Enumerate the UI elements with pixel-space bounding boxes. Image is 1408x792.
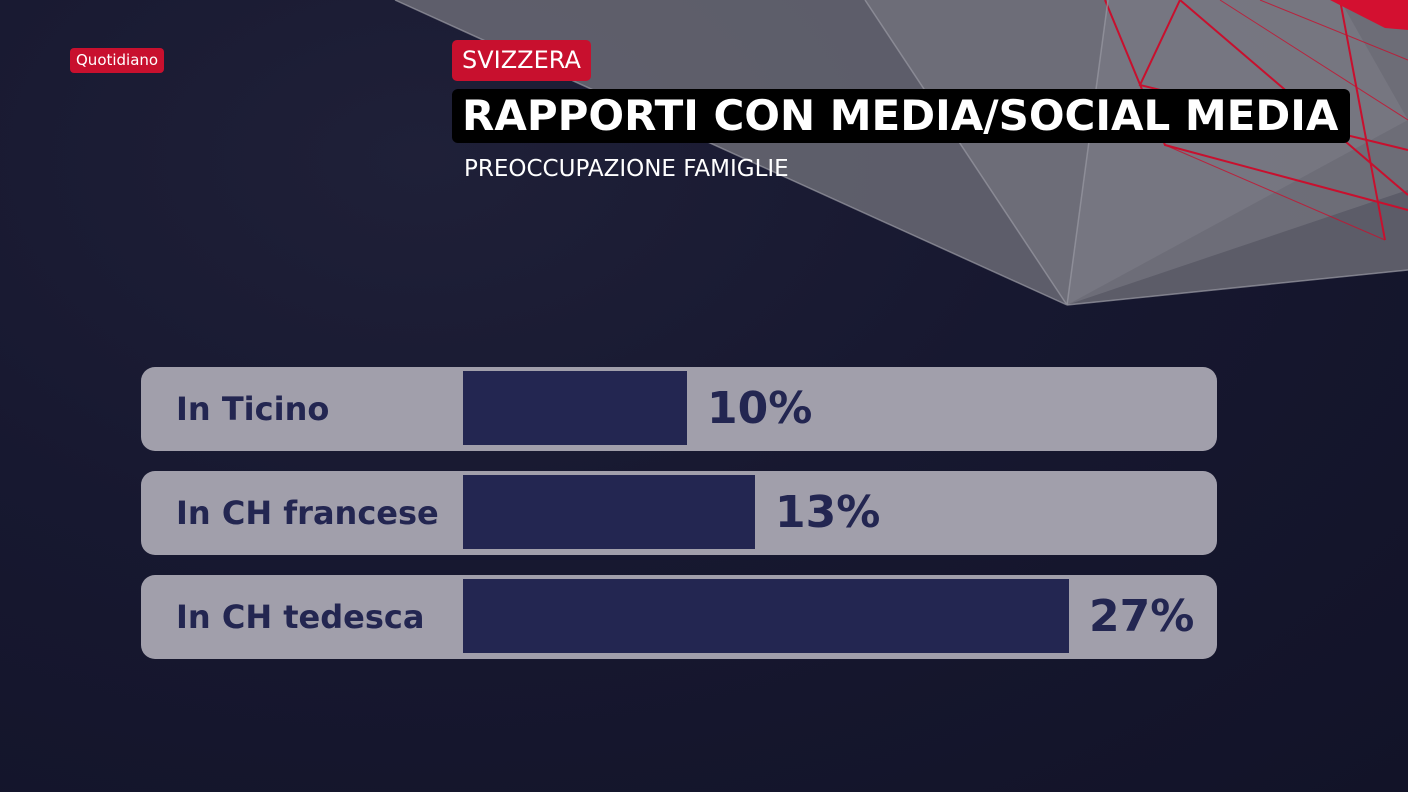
bar xyxy=(463,371,687,445)
bar-value-label: 13% xyxy=(775,487,881,538)
bar xyxy=(463,579,1069,653)
bar-category-label: In CH tedesca xyxy=(176,598,425,636)
bar xyxy=(463,475,755,549)
bar-category-label: In Ticino xyxy=(176,390,330,428)
chart-subtitle: PREOCCUPAZIONE FAMIGLIE xyxy=(464,156,789,182)
program-badge: Quotidiano xyxy=(70,48,165,73)
bar-row: In CH francese 13% xyxy=(141,471,1217,555)
bar-row: In CH tedesca 27% xyxy=(141,575,1217,659)
bar-value-label: 27% xyxy=(1089,591,1195,642)
chart-title: RAPPORTI CON MEDIA/SOCIAL MEDIA xyxy=(452,89,1351,143)
section-tag: SVIZZERA xyxy=(452,40,591,81)
bar-row: In Ticino 10% xyxy=(141,367,1217,451)
bar-category-label: In CH francese xyxy=(176,494,439,532)
bar-value-label: 10% xyxy=(707,383,813,434)
